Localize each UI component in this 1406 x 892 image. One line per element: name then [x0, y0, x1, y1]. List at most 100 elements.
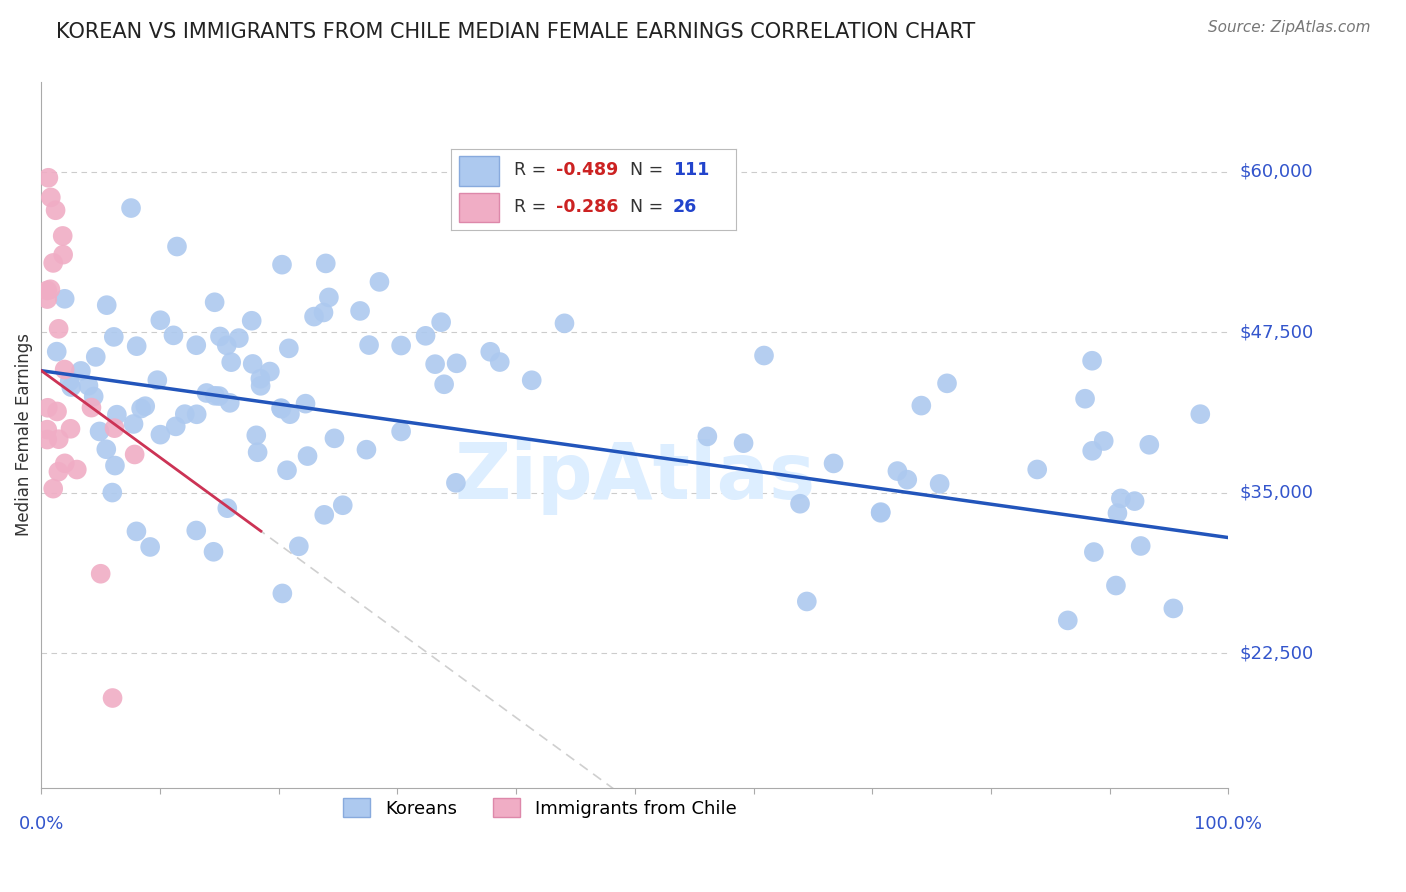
Point [270, 401, 292, 416]
Point [277, 342, 299, 356]
Point [479, 344, 502, 359]
Point [202, 545, 225, 559]
Point [186, 338, 208, 352]
Point [752, 349, 775, 363]
Point [869, 505, 891, 519]
Point [389, 425, 412, 439]
Point [186, 524, 208, 538]
Point [488, 355, 510, 369]
Point [134, 399, 156, 413]
Point [105, 408, 128, 422]
Point [149, 427, 172, 442]
Point [195, 386, 218, 401]
Point [276, 463, 298, 477]
Point [70, 364, 93, 378]
Point [37, 423, 59, 437]
Point [242, 357, 264, 371]
Point [42, 256, 65, 270]
Point [219, 355, 242, 369]
Point [80, 401, 103, 415]
Point [42, 482, 65, 496]
Point [186, 407, 208, 421]
Point [446, 356, 468, 370]
Point [104, 458, 127, 473]
Point [77, 378, 100, 392]
Text: $35,000: $35,000 [1240, 483, 1313, 501]
Text: KOREAN VS IMMIGRANTS FROM CHILE MEDIAN FEMALE EARNINGS CORRELATION CHART: KOREAN VS IMMIGRANTS FROM CHILE MEDIAN F… [56, 22, 976, 42]
Point [1107, 506, 1129, 520]
Point [323, 431, 346, 445]
Text: -0.489: -0.489 [557, 161, 619, 179]
Point [430, 315, 453, 329]
Point [368, 275, 391, 289]
Text: 0.0%: 0.0% [18, 814, 65, 832]
Point [423, 357, 446, 371]
Point [48, 322, 70, 336]
Point [45, 344, 67, 359]
Bar [460, 193, 499, 222]
Point [356, 442, 378, 457]
Text: Source: ZipAtlas.com: Source: ZipAtlas.com [1208, 20, 1371, 35]
Text: R =: R = [513, 161, 551, 179]
Point [48, 432, 70, 446]
Point [215, 338, 238, 352]
Point [249, 372, 271, 386]
Text: N =: N = [630, 198, 669, 216]
Point [39, 190, 62, 204]
Point [129, 401, 152, 416]
Point [297, 449, 319, 463]
Point [52, 247, 75, 261]
Point [245, 428, 267, 442]
Point [696, 429, 718, 443]
Text: 111: 111 [673, 161, 710, 179]
Point [45, 203, 67, 218]
Point [910, 399, 932, 413]
Point [162, 328, 184, 343]
Point [37, 292, 59, 306]
Point [204, 295, 226, 310]
Text: $22,500: $22,500 [1240, 644, 1313, 662]
Point [103, 330, 125, 344]
Point [312, 305, 335, 319]
Point [83, 389, 105, 403]
Point [37, 170, 59, 185]
Point [357, 338, 380, 352]
Point [1105, 578, 1128, 592]
Point [208, 389, 231, 403]
Point [789, 497, 811, 511]
Point [733, 436, 755, 450]
Point [59, 375, 82, 389]
Text: N =: N = [630, 161, 669, 179]
Point [259, 365, 281, 379]
Point [520, 373, 543, 387]
Point [1081, 443, 1104, 458]
Point [52, 228, 75, 243]
Point [96, 298, 118, 312]
Point [166, 239, 188, 253]
Point [218, 396, 240, 410]
Text: 100.0%: 100.0% [1194, 814, 1263, 832]
Point [249, 379, 271, 393]
Point [796, 594, 818, 608]
Point [1129, 539, 1152, 553]
Point [1163, 601, 1185, 615]
Point [444, 475, 467, 490]
Point [228, 331, 250, 345]
Text: R =: R = [513, 198, 551, 216]
Point [208, 329, 231, 343]
Point [1074, 392, 1097, 406]
Point [823, 457, 845, 471]
Point [149, 313, 172, 327]
Point [37, 401, 59, 415]
Point [89, 425, 111, 439]
Point [553, 316, 575, 330]
Point [936, 376, 959, 391]
Text: -0.286: -0.286 [557, 198, 619, 216]
Point [389, 338, 412, 352]
Point [90, 566, 112, 581]
Point [1109, 491, 1132, 506]
Point [103, 421, 125, 435]
Point [37, 433, 59, 447]
Point [84, 350, 107, 364]
Point [896, 473, 918, 487]
